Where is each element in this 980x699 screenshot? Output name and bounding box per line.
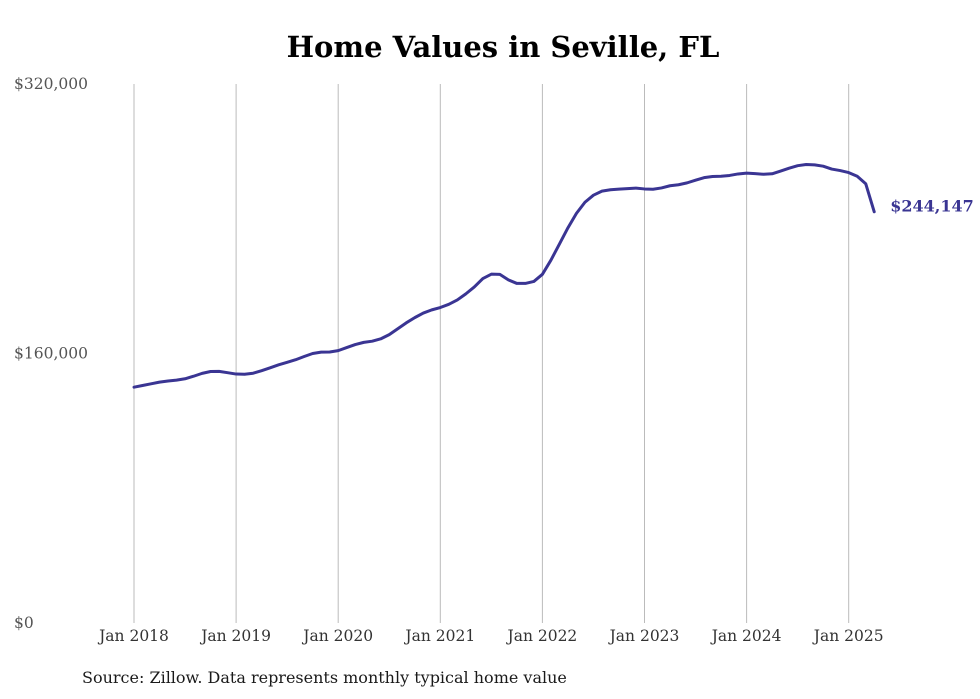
x-tick-label: Jan 2023 — [608, 627, 680, 645]
x-tick-label: Jan 2022 — [505, 627, 577, 645]
source-note: Source: Zillow. Data represents monthly … — [82, 668, 567, 687]
series: $244,147 — [132, 163, 974, 389]
y-tick-label: $320,000 — [14, 75, 88, 93]
x-tick-label: Jan 2020 — [301, 627, 373, 645]
end-value-label: $244,147 — [890, 196, 974, 215]
x-tick-label: Jan 2018 — [97, 627, 169, 645]
series-line — [132, 163, 876, 389]
chart-title: Home Values in Seville, FL — [286, 30, 720, 64]
x-axis-ticks: Jan 2018 Jan 2019 Jan 2020 Jan 2021 Jan 2022… — [97, 627, 884, 645]
x-tick-label: Jan 2025 — [812, 627, 884, 645]
x-tick-label: Jan 2024 — [710, 627, 782, 645]
gridlines — [133, 84, 850, 623]
x-tick-label: Jan 2021 — [403, 627, 475, 645]
y-tick-label: $160,000 — [14, 345, 88, 363]
y-tick-label: $0 — [14, 614, 34, 632]
line-chart: $0$160,000$320,000 Jan 2018 Jan 2019 Jan 2… — [14, 75, 974, 645]
y-axis-ticks: $0 $160,000 $320,000 — [14, 75, 88, 632]
x-tick-label: Jan 2019 — [199, 627, 271, 645]
